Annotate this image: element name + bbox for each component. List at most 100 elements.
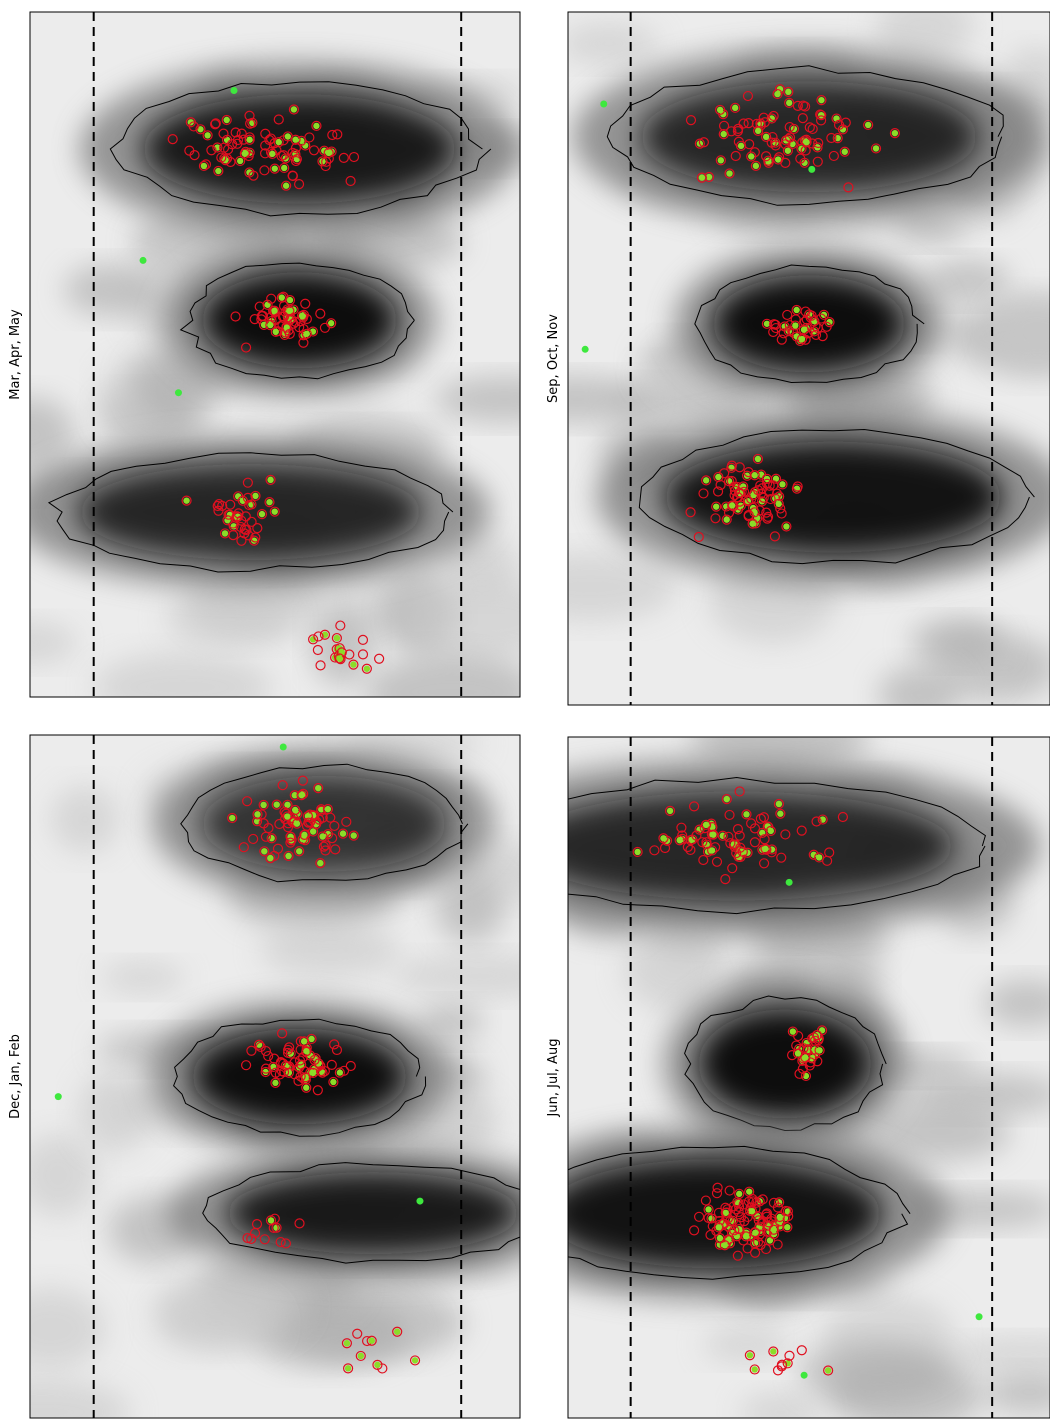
event-dot (276, 139, 282, 145)
event-dot (710, 831, 716, 837)
event-dot (762, 846, 768, 852)
map-panel: Dec, Jan, Feb (0, 726, 579, 1421)
event-dot (345, 1365, 351, 1371)
event-dot (751, 472, 757, 478)
gray-patch (93, 653, 272, 721)
gray-patch (165, 594, 292, 645)
event-dot (310, 1070, 316, 1076)
event-dot (261, 848, 267, 854)
page: Mar, Apr, MaySep, Oct, NovDec, Jan, FebJ… (0, 0, 1050, 1421)
event-dot (752, 1366, 758, 1372)
event-dot (783, 523, 789, 529)
event-dot (785, 89, 791, 95)
event-dot (283, 183, 289, 189)
map-content (433, 706, 1050, 1421)
event-dot (790, 1028, 796, 1034)
event-dot (818, 112, 824, 118)
gray-patch (365, 654, 540, 730)
event-dot (259, 511, 265, 517)
event-dot (269, 151, 275, 157)
event-dot (718, 157, 724, 163)
event-dot (818, 97, 824, 103)
map-panel: Sep, Oct, Nov (504, 0, 1050, 725)
event-dot (175, 389, 182, 396)
event-dot (267, 322, 273, 328)
gray-patch (506, 376, 649, 422)
event-dot (274, 801, 280, 807)
event-dot (777, 1214, 783, 1220)
event-dot (350, 661, 356, 667)
event-dot (292, 807, 298, 813)
event-dot (313, 123, 319, 129)
event-dot (724, 516, 730, 522)
gray-patch (398, 576, 565, 659)
event-dot (749, 520, 755, 526)
event-dot (724, 796, 730, 802)
event-dot (747, 1352, 753, 1358)
event-dot (722, 1242, 728, 1248)
event-dot (816, 1047, 822, 1053)
figure: Mar, Apr, MaySep, Oct, NovDec, Jan, FebJ… (0, 0, 1050, 1421)
gray-patch (101, 962, 185, 993)
event-dot (412, 1357, 418, 1363)
event-dot (287, 297, 293, 303)
dark-region (664, 442, 1001, 553)
event-dot (792, 322, 798, 328)
event-dot (294, 820, 300, 826)
event-dot (394, 1329, 400, 1335)
event-dot (271, 308, 277, 314)
event-dot (280, 743, 287, 750)
event-dot (272, 165, 278, 171)
event-dot (272, 1080, 278, 1086)
event-dot (768, 828, 774, 834)
gray-patch (392, 955, 567, 997)
event-dot (715, 474, 721, 480)
event-dot (676, 837, 682, 843)
event-dot (344, 1340, 350, 1346)
event-dot (717, 1235, 723, 1241)
event-dot (786, 100, 792, 106)
event-dot (317, 860, 323, 866)
event-dot (865, 122, 871, 128)
event-dot (268, 1217, 274, 1223)
gray-patch (419, 1003, 483, 1041)
event-dot (336, 655, 342, 661)
event-dot (223, 117, 229, 123)
event-dot (222, 530, 228, 536)
event-dot (310, 828, 316, 834)
event-dot (755, 128, 761, 134)
panel-label: Dec, Jan, Feb (8, 1034, 23, 1119)
event-dot (752, 1229, 758, 1235)
event-dot (743, 811, 749, 817)
event-dot (802, 1054, 808, 1060)
event-dot (204, 132, 210, 138)
event-dot (749, 1208, 755, 1214)
event-dot (703, 477, 709, 483)
gray-patch (703, 1327, 791, 1362)
event-dot (799, 336, 805, 342)
event-dot (369, 1338, 375, 1344)
gray-patch (0, 1288, 105, 1370)
event-dot (774, 91, 780, 97)
event-dot (660, 835, 666, 841)
event-dot (55, 1093, 62, 1100)
event-dot (721, 131, 727, 137)
gray-patch (51, 786, 119, 853)
event-dot (140, 257, 147, 264)
event-dot (582, 346, 589, 353)
event-dot (308, 1036, 314, 1042)
event-dot (201, 163, 207, 169)
event-dot (716, 1224, 722, 1230)
event-dot (776, 501, 782, 507)
event-dot (230, 87, 237, 94)
event-dot (301, 1038, 307, 1044)
map-panel: Mar, Apr, May (0, 12, 575, 730)
event-dot (713, 503, 719, 509)
event-dot (303, 1048, 309, 1054)
event-dot (285, 853, 291, 859)
event-dot (763, 134, 769, 140)
gray-patch (910, 620, 1004, 663)
event-dot (808, 166, 815, 173)
event-dot (746, 1188, 752, 1194)
event-dot (246, 137, 252, 143)
